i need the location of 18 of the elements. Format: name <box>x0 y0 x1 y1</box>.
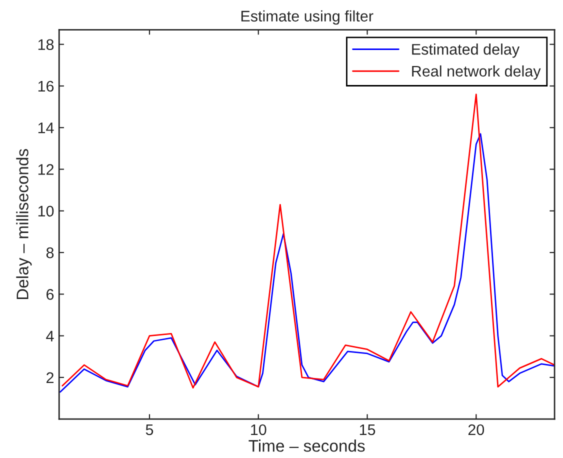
x-tick-label: 5 <box>146 424 154 436</box>
chart-title: Estimate using filter <box>241 10 374 25</box>
y-tick-label: 12 <box>38 164 54 175</box>
legend-label: Real network delay <box>412 65 541 80</box>
x-tick-label: 15 <box>360 424 376 436</box>
legend-label: Estimated delay <box>412 44 520 58</box>
x-axis-title: Time – seconds <box>248 440 365 452</box>
y-tick-label: 6 <box>46 289 54 300</box>
y-tick-label: 8 <box>46 247 54 258</box>
y-tick-label: 16 <box>38 80 54 92</box>
y-tick-label: 4 <box>46 330 54 342</box>
x-tick-label: 20 <box>468 424 484 436</box>
x-tick-label: 10 <box>251 424 266 436</box>
y-axis-title: Delay – milliseconds <box>16 149 32 300</box>
y-tick-label: 10 <box>38 206 54 217</box>
y-tick-label: 18 <box>38 39 54 50</box>
y-tick-label: 14 <box>38 122 54 134</box>
y-tick-label: 2 <box>46 372 54 383</box>
